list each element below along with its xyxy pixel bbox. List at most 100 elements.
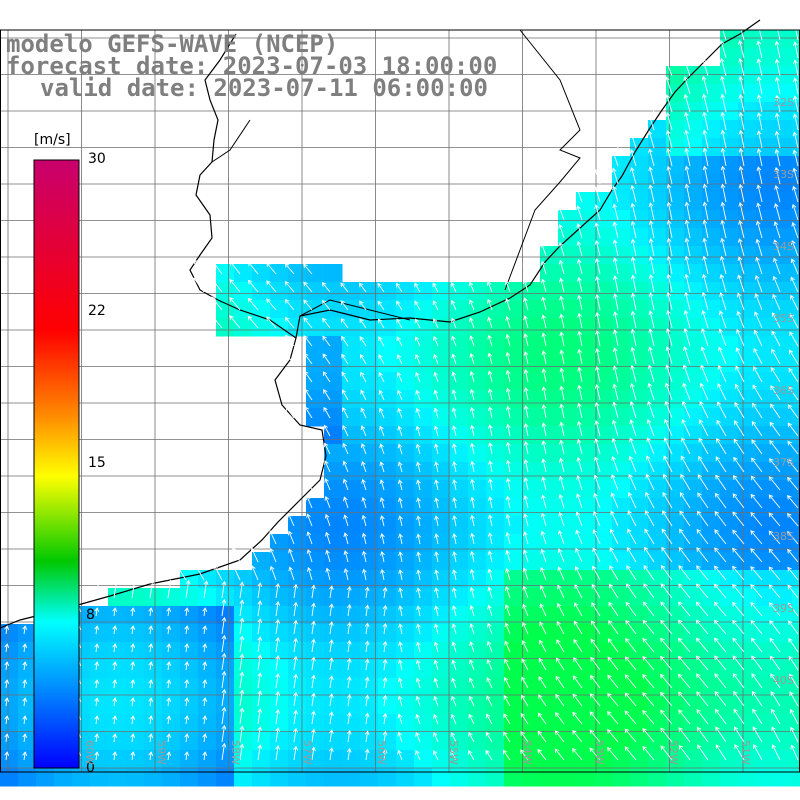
wind-arrow <box>471 407 475 419</box>
wind-arrow-head <box>414 300 419 306</box>
wind-arrow-head <box>452 443 457 448</box>
wind-arrow <box>185 662 188 671</box>
wind-cell <box>414 408 433 427</box>
wind-arrow <box>589 711 601 725</box>
wind-arrow-head <box>714 673 719 678</box>
wind-arrow <box>594 169 601 185</box>
wind-arrow <box>751 673 763 689</box>
wind-arrow <box>664 437 673 455</box>
wind-arrow-head <box>630 274 636 280</box>
wind-arrow-head <box>239 581 245 587</box>
wind-arrow-head <box>470 460 475 466</box>
wind-arrow-head <box>184 607 190 612</box>
wind-arrow-head <box>364 694 370 700</box>
wind-cell <box>216 606 235 625</box>
wind-arrow-head <box>486 695 491 701</box>
wind-arrow-head <box>504 658 509 664</box>
wind-arrow-head <box>322 353 327 359</box>
wind-arrow <box>770 691 781 707</box>
wind-arrow-head <box>257 744 263 749</box>
wind-arrow <box>685 220 691 239</box>
wind-arrow <box>383 623 386 635</box>
wind-arrow <box>365 659 369 671</box>
wind-arrow <box>555 712 565 725</box>
wind-arrow-head <box>594 258 600 263</box>
wind-arrow <box>628 474 637 491</box>
wind-cell <box>702 750 721 769</box>
wind-cell <box>648 660 667 679</box>
wind-arrow <box>523 586 529 599</box>
wind-arrow <box>293 728 297 743</box>
wind-arrow-head <box>791 203 797 209</box>
wind-arrow <box>489 515 493 527</box>
wind-arrow-head <box>487 622 492 628</box>
wind-cell <box>504 408 523 427</box>
wind-cell <box>720 408 739 427</box>
wind-arrow-head <box>648 310 654 316</box>
wind-arrow-head <box>323 424 329 430</box>
wind-arrow <box>774 240 781 257</box>
wind-cell <box>270 282 289 301</box>
wind-arrow <box>488 389 493 401</box>
wind-cell <box>414 390 433 409</box>
wind-arrow <box>325 496 331 509</box>
wind-arrow <box>557 585 565 599</box>
wind-arrow-head <box>504 640 509 646</box>
wind-arrow-head <box>397 461 403 467</box>
wind-cell <box>702 408 721 427</box>
wind-arrow <box>577 475 583 491</box>
wind-arrow-head <box>487 424 493 430</box>
wind-arrow <box>721 238 727 257</box>
wind-arrow-head <box>346 693 352 699</box>
wind-cell <box>630 624 649 643</box>
wind-arrow <box>558 548 565 563</box>
wind-arrow-head <box>303 335 309 340</box>
wind-arrow <box>521 677 529 689</box>
lon-label: 52W <box>667 740 680 765</box>
wind-arrow <box>221 725 225 743</box>
wind-arrow-head <box>415 389 420 395</box>
wind-arrow <box>113 580 118 599</box>
wind-arrow <box>5 698 8 707</box>
wind-cell <box>594 624 613 643</box>
wind-cell <box>720 282 739 301</box>
wind-arrow <box>542 477 547 491</box>
wind-arrow <box>769 476 781 491</box>
wind-arrow <box>735 366 745 383</box>
wind-arrow <box>361 425 367 437</box>
wind-cell <box>360 588 379 607</box>
wind-arrow <box>559 260 565 275</box>
wind-arrow-head <box>577 294 582 300</box>
wind-cell <box>792 498 800 517</box>
wind-arrow <box>650 238 655 257</box>
wind-arrow <box>285 353 295 365</box>
wind-arrow-head <box>523 405 529 410</box>
wind-arrow-head <box>732 529 737 535</box>
wind-arrow-head <box>415 750 420 755</box>
lon-label: 57W <box>301 740 314 765</box>
wind-arrow-head <box>434 533 440 539</box>
wind-arrow-head <box>415 713 421 719</box>
wind-arrow <box>788 656 799 671</box>
wind-arrow-head <box>594 222 600 227</box>
colorbar-unit: [m/s] <box>34 132 71 148</box>
wind-cell <box>576 750 595 769</box>
wind-arrow <box>787 567 799 581</box>
wind-cell <box>324 390 343 409</box>
wind-cell <box>432 714 451 733</box>
wind-cell <box>612 462 631 481</box>
wind-cell <box>0 678 19 697</box>
wind-arrow-head <box>714 691 720 696</box>
wind-arrow-head <box>451 335 456 341</box>
wind-arrow-head <box>612 401 617 407</box>
wind-arrow-head <box>398 623 403 629</box>
wind-arrow-head <box>523 297 528 303</box>
wind-arrow-head <box>303 353 309 358</box>
wind-arrow <box>451 696 457 707</box>
wind-arrow <box>576 512 583 527</box>
wind-arrow-head <box>95 579 101 585</box>
wind-arrow-head <box>257 726 263 731</box>
wind-arrow <box>648 383 655 401</box>
wind-arrow <box>257 601 261 617</box>
wind-cell <box>684 372 703 391</box>
